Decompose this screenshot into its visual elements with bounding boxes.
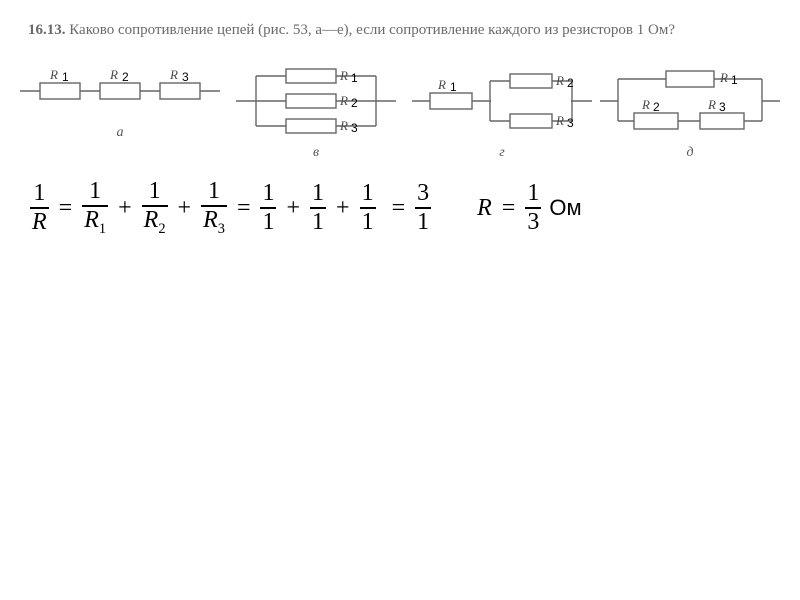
svg-text:1: 1	[731, 73, 738, 87]
equations-row: 1 R = 1 R1 + 1 R2 + 1 R3 = 1 1 + 1	[20, 179, 780, 237]
svg-text:R: R	[437, 77, 446, 92]
circuit-label-v: в	[228, 145, 404, 161]
circuit-g: R 1 R 2 R 3 г	[412, 61, 592, 161]
label-R2: R	[109, 67, 118, 82]
svg-text:R: R	[555, 113, 564, 128]
circuit-d: R 1 R 2 R 3 д	[600, 61, 780, 161]
svg-text:3: 3	[182, 70, 189, 84]
svg-text:2: 2	[122, 70, 129, 84]
problem-body: Каково сопротивление цепей (рис. 53, а—е…	[69, 22, 675, 38]
circuit-label-g: г	[412, 145, 592, 161]
label-R1: R	[49, 67, 58, 82]
circuit-label-a: а	[20, 125, 220, 141]
svg-text:R: R	[719, 70, 728, 85]
equation-parallel: 1 R = 1 R1 + 1 R2 + 1 R3 = 1 1 + 1	[30, 179, 431, 237]
problem-text: 16.13. Каково сопротивление цепей (рис. …	[20, 20, 780, 41]
svg-text:3: 3	[719, 100, 726, 114]
svg-text:R: R	[339, 118, 348, 133]
label-R3: R	[169, 67, 178, 82]
svg-text:3: 3	[567, 116, 574, 130]
svg-text:R: R	[339, 68, 348, 83]
equation-result: R = 1 3 Ом	[477, 181, 581, 235]
svg-text:1: 1	[450, 80, 457, 94]
svg-text:R: R	[641, 97, 650, 112]
circuit-v: R 1 R 2 R 3 в	[228, 61, 404, 161]
circuit-a: R 1 R 2 R 3 а	[20, 61, 220, 141]
problem-number: 16.13.	[28, 22, 66, 38]
svg-text:R: R	[707, 97, 716, 112]
svg-text:R: R	[339, 93, 348, 108]
svg-text:1: 1	[351, 71, 358, 85]
svg-text:2: 2	[653, 100, 660, 114]
svg-text:1: 1	[62, 70, 69, 84]
circuits-row: R 1 R 2 R 3 а R 1 R 2 R 3	[20, 61, 780, 161]
svg-text:R: R	[555, 73, 564, 88]
svg-text:2: 2	[567, 76, 574, 90]
circuit-label-d: д	[600, 145, 780, 161]
unit-ohm: Ом	[549, 195, 581, 221]
svg-text:3: 3	[351, 121, 358, 135]
svg-text:2: 2	[351, 96, 358, 110]
